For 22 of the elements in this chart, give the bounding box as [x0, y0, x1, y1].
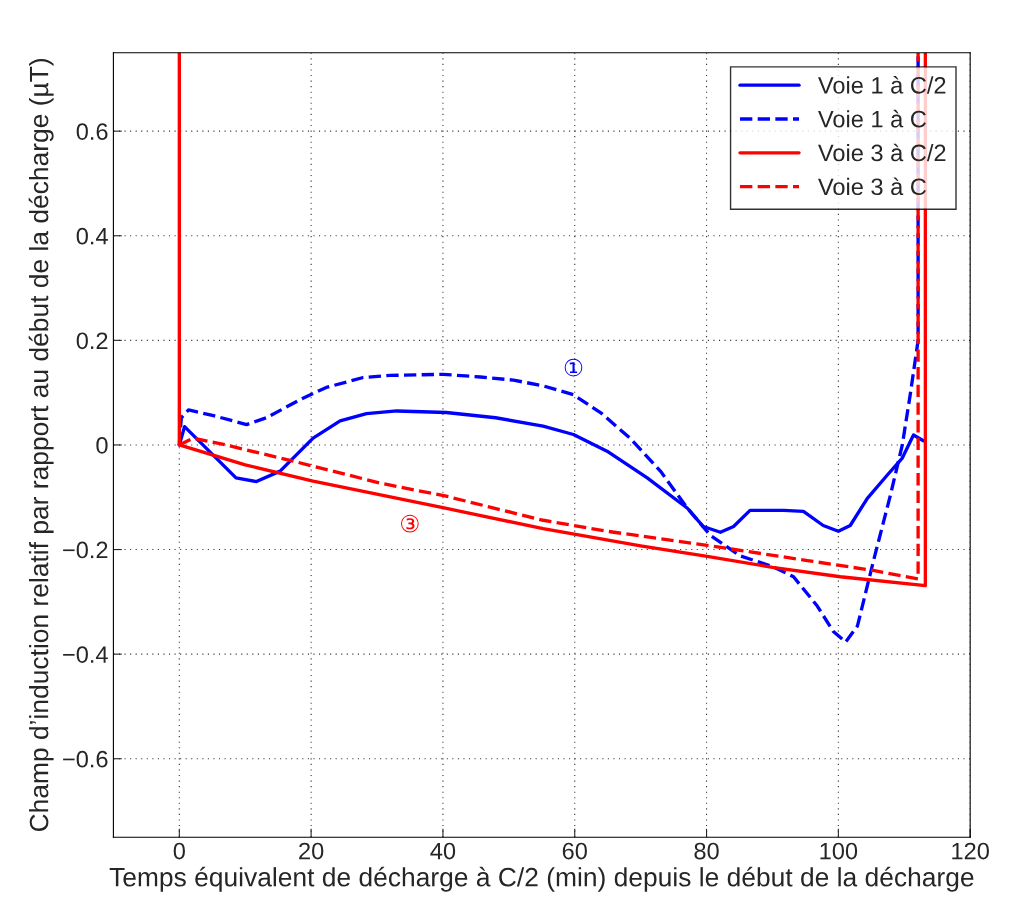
y-tick-label: −0.4	[63, 646, 108, 663]
x-tick-label: 0	[173, 842, 185, 860]
x-axis-title: Temps équivalent de décharge à C/2 (min) depuis le début de la décharge	[109, 866, 974, 892]
x-tick-label: 60	[562, 842, 587, 860]
x-tick-label: 40	[430, 842, 456, 860]
legend-label: Voie 1 à C	[818, 109, 926, 128]
y-tick-label: 0.4	[76, 227, 108, 245]
y-tick-label: 0.6	[76, 123, 108, 140]
x-tick-label: 20	[299, 842, 324, 860]
annotation: ①	[564, 358, 583, 377]
legend-label: Voie 3 à C/2	[818, 143, 946, 162]
y-tick-label: 0	[96, 437, 108, 454]
y-tick-label: −0.6	[63, 750, 108, 768]
y-tick-label: 0.2	[76, 332, 108, 350]
x-tick-label: 100	[820, 842, 858, 860]
y-axis-title: Champ d’induction relatif par rapport au début de la décharge (µT)	[28, 59, 54, 832]
x-tick-label: 120	[952, 842, 989, 860]
y-tick-label: −0.2	[63, 541, 108, 559]
legend-label: Voie 3 à C	[818, 177, 926, 196]
annotation: ③	[401, 514, 419, 533]
x-tick-label: 80	[694, 842, 719, 860]
legend-label: Voie 1 à C/2	[818, 76, 946, 94]
